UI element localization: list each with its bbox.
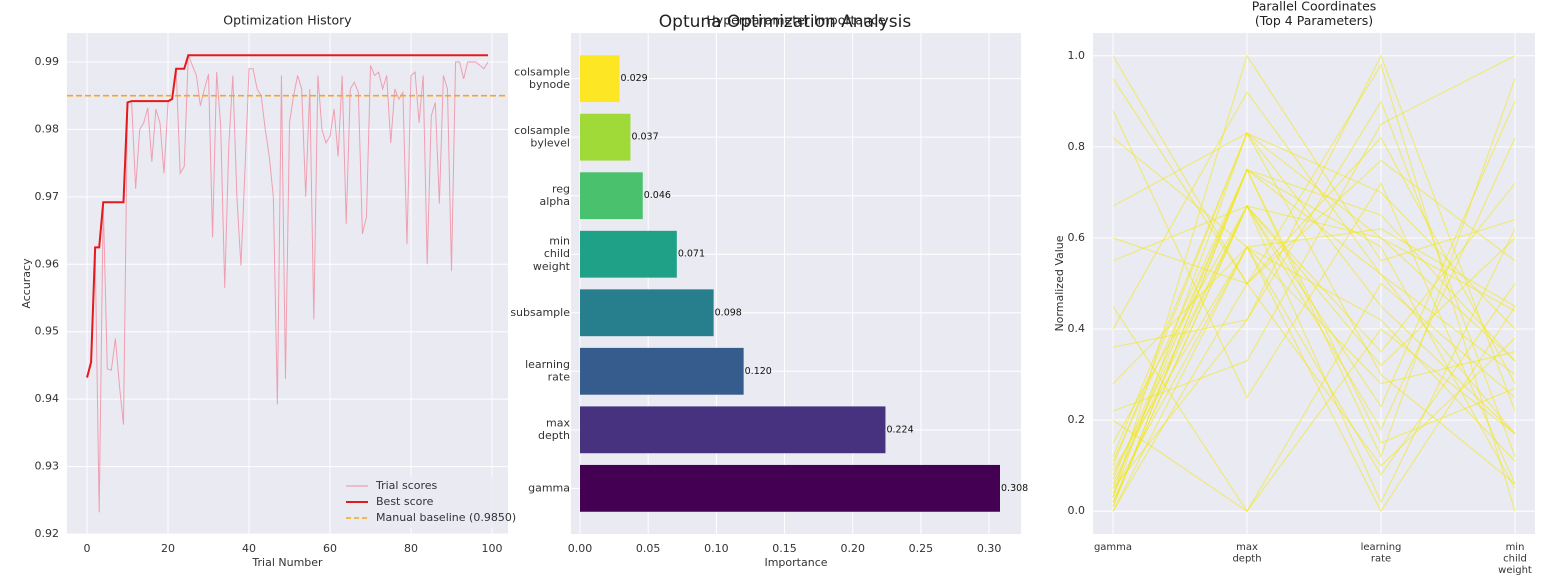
y-tick-label: colsample bylevel (514, 124, 570, 150)
parallel-line (1112, 110, 1516, 485)
parallel-line (1112, 245, 1516, 513)
trial-line (86, 55, 489, 513)
y-tick-label: max depth (538, 416, 571, 442)
chart-title: Parallel Coordinates (Top 4 Parameters) (1252, 0, 1377, 28)
x-tick-label: 0.25 (909, 542, 934, 555)
y-tick-label: 1.0 (1068, 49, 1086, 62)
bar (580, 464, 1000, 512)
x-tick-label: 0.00 (568, 542, 593, 555)
parallel-line (1112, 168, 1516, 507)
x-tick-label: 80 (404, 542, 418, 555)
x-tick-label: max depth (1232, 542, 1261, 565)
x-tick-label: 40 (242, 542, 256, 555)
y-tick-label: 0.98 (35, 122, 60, 135)
parallel-line (1112, 246, 1516, 471)
x-axis-label: Trial Number (251, 556, 323, 569)
bar (580, 172, 643, 220)
x-axis-label: Importance (764, 556, 827, 569)
figure-title: Optuna Optimization Analysis (659, 12, 912, 32)
value-label: 0.098 (715, 307, 742, 318)
parallel-line (1112, 54, 1516, 489)
x-tick-label: gamma (1094, 542, 1132, 553)
parallel-line (1112, 55, 1516, 467)
x-tick-label: 0.20 (840, 542, 865, 555)
value-label: 0.308 (1001, 483, 1028, 494)
x-tick-label: min child weight (1498, 542, 1532, 576)
bar (580, 289, 714, 337)
value-label: 0.029 (621, 73, 648, 84)
y-tick-label: 0.8 (1068, 140, 1086, 153)
bar (580, 55, 620, 103)
value-label: 0.046 (644, 190, 671, 201)
parallel-line (1112, 168, 1516, 462)
y-axis-label: Normalized Value (1053, 235, 1066, 331)
parallel-line (1112, 159, 1516, 512)
x-tick-label: 100 (482, 542, 503, 555)
plot-area (67, 33, 508, 534)
legend-label: Manual baseline (0.9850) (376, 511, 516, 524)
y-tick-label: 0.6 (1068, 231, 1086, 244)
y-tick-label: 0.97 (35, 190, 60, 203)
parallel-line (1112, 63, 1516, 512)
y-tick-label: reg alpha (540, 182, 571, 208)
parallel-line (1112, 137, 1516, 307)
x-tick-label: 60 (323, 542, 337, 555)
parallel-line (1112, 100, 1516, 457)
bar (580, 230, 677, 278)
y-tick-label: gamma (528, 481, 570, 494)
bar (580, 113, 631, 161)
bar (580, 406, 886, 454)
x-tick-label: 0.30 (977, 542, 1002, 555)
parallel-line (1112, 131, 1516, 485)
y-tick-label: min child weight (533, 235, 571, 273)
parallel-line (1112, 205, 1516, 367)
parallel-line (1112, 282, 1516, 513)
y-tick-label: learning rate (525, 358, 570, 384)
plot-area (571, 33, 1021, 534)
x-tick-label: 0.05 (636, 542, 661, 555)
x-tick-label: 0.15 (772, 542, 797, 555)
y-tick-label: colsample bynode (514, 65, 570, 91)
parallel-line (1112, 204, 1516, 504)
y-tick-label: 0.96 (35, 257, 60, 270)
value-label: 0.071 (678, 249, 705, 260)
y-tick-label: 0.4 (1068, 322, 1086, 335)
value-label: 0.120 (745, 366, 772, 377)
x-tick-label: 20 (161, 542, 175, 555)
y-tick-label: 0.99 (35, 55, 60, 68)
parallel-line (1112, 245, 1516, 494)
y-tick-label: 0.93 (35, 460, 60, 473)
x-tick-label: 0 (84, 542, 91, 555)
y-tick-label: 0.0 (1068, 504, 1086, 517)
y-tick-label: subsample (510, 306, 570, 319)
parallel-line (1112, 91, 1516, 376)
y-tick-label: 0.94 (35, 392, 60, 405)
y-axis-label: Accuracy (20, 258, 33, 309)
y-tick-label: 0.2 (1068, 413, 1086, 426)
bar (580, 347, 744, 395)
parallel-line (1112, 55, 1516, 412)
value-label: 0.037 (631, 132, 658, 143)
chart-title: Hyperparameter Importance (706, 13, 885, 28)
x-tick-label: learning rate (1361, 542, 1402, 565)
x-tick-label: 0.10 (704, 542, 729, 555)
legend-box (338, 476, 502, 528)
y-tick-label: 0.92 (35, 527, 60, 540)
legend-label: Trial scores (375, 479, 438, 492)
value-label: 0.224 (886, 424, 913, 435)
best-line (86, 54, 488, 378)
parallel-line (1112, 137, 1516, 444)
parallel-line (1112, 54, 1516, 498)
parallel-line (1112, 132, 1516, 457)
parallel-line (1112, 328, 1516, 512)
chart-title: Optimization History (223, 13, 352, 28)
legend-label: Best score (376, 495, 434, 508)
y-tick-label: 0.95 (35, 325, 60, 338)
